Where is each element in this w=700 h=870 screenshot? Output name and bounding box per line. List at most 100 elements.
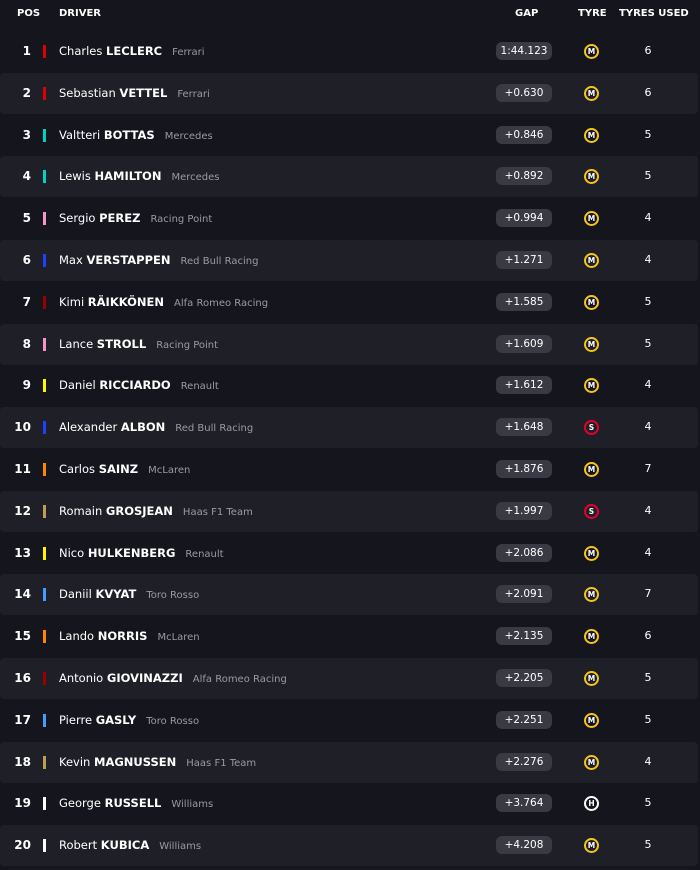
tyre-compound: M bbox=[584, 545, 599, 561]
first-name: Lance bbox=[59, 336, 94, 351]
first-name: Lewis bbox=[59, 169, 91, 184]
gap: 1:44.123 bbox=[496, 42, 552, 60]
position: 20 bbox=[14, 838, 31, 853]
position: 16 bbox=[14, 671, 31, 685]
last-name: RUSSELL bbox=[104, 796, 162, 811]
position: 10 bbox=[14, 420, 31, 435]
driver: Romain GROSJEAN Haas F1 Team bbox=[59, 504, 253, 518]
header-tyre: TYRE bbox=[578, 8, 607, 19]
tyre-compound: M bbox=[584, 671, 599, 686]
driver: Valtteri BOTTAS Mercedes bbox=[59, 128, 213, 142]
tyre-compound: M bbox=[584, 169, 599, 185]
driver: Kevin MAGNUSSEN Haas F1 Team bbox=[59, 755, 256, 769]
last-name: SAINZ bbox=[98, 462, 139, 476]
last-name: BOTTAS bbox=[103, 127, 155, 142]
team-name: Racing Point bbox=[156, 339, 219, 351]
first-name: Max bbox=[59, 253, 83, 267]
position: 5 bbox=[22, 211, 31, 226]
team-color-bar bbox=[43, 546, 46, 560]
gap: +1.876 bbox=[496, 460, 552, 478]
team-color-bar bbox=[43, 463, 46, 476]
tyre-compound: M bbox=[584, 587, 599, 603]
driver: Lance STROLL Racing Point bbox=[59, 337, 218, 351]
team-name: Alfa Romeo Racing bbox=[192, 674, 287, 685]
tyres-used: 5 bbox=[644, 169, 652, 183]
first-name: Pierre bbox=[59, 712, 93, 727]
driver: Robert KUBICA Williams bbox=[59, 838, 201, 852]
first-name: Alexander bbox=[59, 420, 118, 435]
tyre-compound: M bbox=[584, 85, 599, 101]
team-color-bar bbox=[43, 672, 46, 685]
last-name: HAMILTON bbox=[94, 169, 162, 184]
last-name: RÄIKKÖNEN bbox=[87, 294, 165, 309]
position: 13 bbox=[14, 545, 31, 560]
driver: Kimi RÄIKKÖNEN Alfa Romeo Racing bbox=[59, 295, 268, 309]
gap: +1.609 bbox=[496, 334, 552, 353]
tyres-used: 5 bbox=[644, 712, 652, 726]
team-name: Williams bbox=[159, 841, 202, 853]
header-gap: GAP bbox=[515, 8, 539, 19]
gap: +2.276 bbox=[496, 752, 552, 771]
tyre-compound: M bbox=[584, 211, 599, 227]
driver-row: 15 Lando NORRIS McLaren +2.135 M 6 bbox=[0, 616, 698, 657]
team-color-bar bbox=[43, 839, 46, 853]
tyre-compound: H bbox=[584, 796, 599, 812]
driver: Pierre GASLY Toro Rosso bbox=[59, 713, 199, 727]
tyres-used: 4 bbox=[644, 211, 652, 225]
header-tyres-used: TYRES USED bbox=[619, 8, 689, 19]
driver-row: 3 Valtteri BOTTAS Mercedes +0.846 M 5 bbox=[0, 115, 698, 156]
first-name: Antonio bbox=[59, 671, 104, 685]
driver: Lewis HAMILTON Mercedes bbox=[59, 169, 220, 183]
team-color-bar bbox=[43, 421, 46, 435]
tyre-compound: M bbox=[584, 712, 599, 728]
driver-row: 1 Charles LECLERC Ferrari 1:44.123 M 6 bbox=[0, 31, 698, 72]
tyre-compound: S bbox=[584, 503, 599, 519]
driver-row: 19 George RUSSELL Williams +3.764 H 5 bbox=[0, 783, 698, 824]
tyres-used: 5 bbox=[644, 294, 652, 308]
position: 19 bbox=[14, 796, 31, 811]
first-name: Kevin bbox=[59, 754, 91, 769]
tyre-compound: M bbox=[584, 336, 599, 352]
last-name: KUBICA bbox=[100, 838, 150, 853]
driver-row: 8 Lance STROLL Racing Point +1.609 M 5 bbox=[0, 323, 698, 365]
position: 15 bbox=[14, 629, 31, 644]
tyres-used: 5 bbox=[644, 336, 652, 350]
tyres-used: 4 bbox=[644, 378, 652, 392]
position: 4 bbox=[22, 169, 31, 184]
gap: +1.271 bbox=[496, 251, 552, 269]
driver: Nico HULKENBERG Renault bbox=[59, 546, 224, 560]
first-name: Lando bbox=[59, 629, 95, 644]
team-color-bar bbox=[43, 588, 46, 602]
tyres-used: 5 bbox=[644, 838, 652, 852]
team-name: Alfa Romeo Racing bbox=[174, 297, 269, 309]
first-name: Carlos bbox=[59, 462, 96, 476]
tyres-used: 4 bbox=[644, 545, 652, 559]
position: 3 bbox=[22, 127, 31, 142]
position: 17 bbox=[14, 712, 31, 727]
team-color-bar bbox=[43, 170, 46, 184]
gap: +0.892 bbox=[496, 167, 552, 186]
driver-row: 14 Daniil KVYAT Toro Rosso +2.091 M 7 bbox=[0, 574, 698, 616]
first-name: Daniil bbox=[59, 587, 92, 602]
gap: +1.585 bbox=[496, 292, 552, 311]
position: 6 bbox=[22, 253, 31, 267]
last-name: STROLL bbox=[96, 336, 147, 351]
team-color-bar bbox=[43, 128, 46, 142]
driver-row: 17 Pierre GASLY Toro Rosso +2.251 M 5 bbox=[0, 700, 698, 741]
driver: George RUSSELL Williams bbox=[59, 796, 213, 810]
gap: +3.764 bbox=[496, 794, 552, 813]
team-color-bar bbox=[43, 630, 46, 644]
position: 9 bbox=[22, 378, 31, 393]
tyre-compound: M bbox=[584, 294, 599, 310]
driver: Lando NORRIS McLaren bbox=[59, 629, 200, 643]
last-name: HULKENBERG bbox=[87, 545, 176, 560]
position: 11 bbox=[14, 462, 31, 476]
team-name: Williams bbox=[171, 799, 214, 811]
last-name: RICCIARDO bbox=[99, 378, 171, 393]
header-pos: POS bbox=[17, 8, 41, 19]
driver-row: 12 Romain GROSJEAN Haas F1 Team +1.997 S 4 bbox=[0, 490, 698, 532]
position: 2 bbox=[22, 85, 31, 100]
team-name: Racing Point bbox=[150, 214, 213, 226]
first-name: Kimi bbox=[59, 294, 85, 309]
gap: +0.994 bbox=[496, 209, 552, 228]
